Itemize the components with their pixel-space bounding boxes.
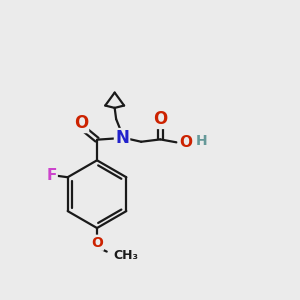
Text: N: N [115, 129, 129, 147]
Text: O: O [91, 236, 103, 250]
Text: F: F [46, 168, 57, 183]
Text: O: O [179, 135, 192, 150]
Text: O: O [74, 114, 88, 132]
Text: O: O [153, 110, 167, 128]
Text: H: H [196, 134, 207, 148]
Text: CH₃: CH₃ [113, 249, 138, 262]
